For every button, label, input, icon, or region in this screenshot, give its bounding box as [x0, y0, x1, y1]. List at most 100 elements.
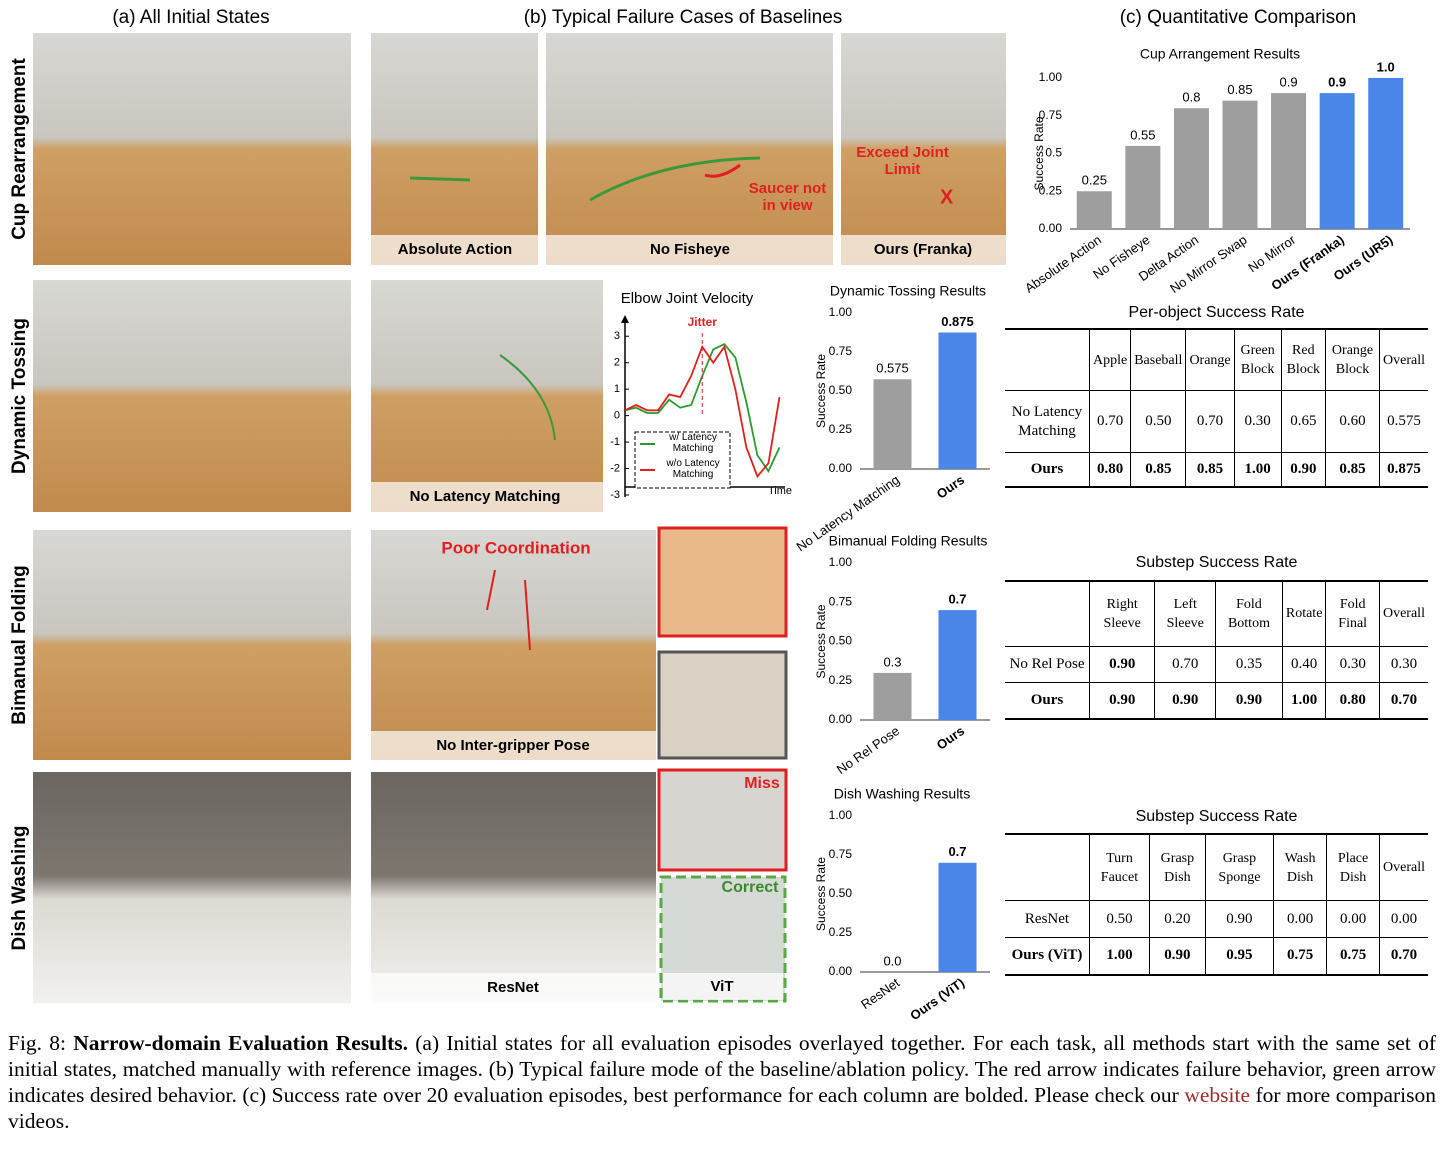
table-cell: 0.30: [1325, 646, 1380, 683]
table-header-row: Right Sleeve Left Sleeve Fold Bottom Rotate…: [1005, 581, 1428, 647]
caption-strip: [371, 731, 656, 760]
bar: [873, 379, 912, 469]
table-cell: 0.80: [1325, 682, 1380, 719]
arrow: [589, 156, 761, 202]
table-cell: 0.70: [1185, 390, 1235, 453]
column-header: (b) Typical Failure Cases of Baselines: [524, 7, 843, 28]
bar: [938, 862, 977, 972]
table-cell: 0.70: [1154, 646, 1216, 683]
column-header: Wash Dish: [1272, 834, 1327, 902]
caption-text: for more comparison videos.: [8, 1083, 1437, 1133]
bar: [873, 672, 912, 720]
column-header: Fold Final: [1325, 581, 1380, 647]
row-label: Dynamic Tossing: [9, 318, 30, 474]
column-header: Apple: [1088, 329, 1131, 392]
chart-title: Dynamic Tossing Results: [830, 283, 986, 299]
row-label: Cup Rearrangement: [9, 58, 30, 240]
legend-entry: w/ Latency Matching: [669, 432, 717, 454]
table-cell: 0.575: [1379, 390, 1428, 453]
table-cell: 0.00: [1326, 900, 1380, 938]
column-header: Turn Faucet: [1089, 834, 1150, 902]
zoom-photo: [657, 526, 788, 638]
caption-strip: [546, 235, 833, 265]
annotation-box: Exceed Joint Limit: [856, 144, 949, 178]
table-row: No Latency Matching 0.70 0.50 0.70 0.30 0.65 0…: [1005, 390, 1428, 453]
column-header: Red Block: [1280, 329, 1326, 392]
row-header: Ours (ViT): [1011, 947, 1083, 964]
row-label: Bimanual Folding: [9, 565, 30, 724]
chart-title: Dish Washing Results: [834, 786, 970, 802]
column-header: Overall: [1378, 581, 1428, 647]
y-axis-label: Success Rate: [814, 857, 828, 931]
caption-strip: [371, 482, 603, 512]
table-cell: 0.85: [1185, 452, 1235, 487]
photo: [371, 280, 603, 512]
y-axis-label: Success Rate: [814, 354, 828, 428]
column-header: Right Sleeve: [1088, 581, 1155, 647]
table-cell: 0.80: [1088, 452, 1131, 487]
annotation: Miss: [744, 775, 780, 792]
column-header: Fold Bottom: [1215, 581, 1283, 647]
photo: [33, 33, 351, 265]
table-title: Substep Success Rate: [1135, 808, 1298, 825]
table-cell: 0.65: [1280, 390, 1326, 453]
y-tick-label: 0.00: [829, 964, 853, 978]
table-corner: [1005, 834, 1090, 902]
y-tick-label: 0.50: [829, 886, 853, 900]
y-tick-label: 1.00: [829, 808, 853, 822]
y-axis-arrow: [621, 315, 629, 323]
table-cell: 0.70: [1088, 390, 1131, 453]
table: Apple Baseball Orange Green Block Red Block O…: [1005, 328, 1428, 488]
legend-label: w/o Latency Matching: [666, 458, 720, 480]
row-header: No Rel Pose: [1005, 646, 1090, 683]
bar: [1173, 108, 1209, 229]
column-header: Overall: [1378, 834, 1428, 902]
y-axis-label: Success Rate: [814, 604, 828, 678]
arrow: [499, 354, 556, 441]
value-label: 0.55: [1130, 127, 1155, 142]
y-tick-label: 0.25: [1039, 183, 1063, 197]
annotation: Jitter: [688, 315, 718, 329]
arrow: [409, 176, 471, 182]
table-cell: 0.50: [1089, 900, 1150, 938]
photos: [33, 33, 1006, 1003]
x-axis-label: Time: [768, 485, 792, 497]
photo: [371, 530, 656, 760]
row-header: No Latency Matching: [1005, 390, 1090, 453]
y-tick-label: 0.00: [829, 712, 853, 726]
table-title: Substep Success Rate: [1135, 554, 1298, 571]
table-cell: 0.70: [1378, 682, 1428, 719]
row-header: ResNet: [1005, 900, 1090, 938]
table-cell: 0.875: [1379, 452, 1428, 487]
annotation-box: Saucer not in view: [749, 180, 827, 214]
legend-label: w/ Latency Matching: [669, 432, 717, 454]
column-header: Place Dish: [1326, 834, 1380, 902]
chart-title: Cup Arrangement Results: [1140, 46, 1300, 62]
value-label: 0.3: [883, 654, 901, 669]
value-label: 0.25: [1082, 173, 1107, 188]
caption-link[interactable]: website: [1184, 1083, 1251, 1107]
annotation: Exceed Joint Limit: [856, 144, 949, 178]
column-header: (a) All Initial States: [112, 7, 269, 28]
table: Right Sleeve Left Sleeve Fold Bottom Rotate…: [1005, 580, 1428, 720]
y-tick-label: -3: [610, 489, 620, 501]
table-cell: 0.90: [1154, 682, 1216, 719]
y-tick-label: 0.50: [829, 383, 853, 397]
image-caption: ViT: [710, 978, 733, 995]
chart-title: Elbow Joint Velocity: [621, 290, 754, 307]
arrow: [486, 569, 531, 651]
table-row: Ours 0.90 0.90 0.90 1.00 0.80 0.70: [1005, 682, 1428, 719]
photo: [33, 530, 351, 760]
arrow: [704, 163, 741, 178]
bar: [938, 610, 977, 720]
table-cell: 0.20: [1148, 900, 1206, 938]
value-label: 0.85: [1227, 82, 1252, 97]
caption-title: Narrow-domain Evaluation Results.: [73, 1031, 409, 1055]
bar: [1271, 93, 1307, 229]
photo: [371, 772, 656, 1003]
image-caption: Ours (Franka): [874, 241, 972, 258]
column-header: Overall: [1379, 329, 1428, 392]
value-label: 0.8: [1182, 90, 1200, 105]
y-tick-label: 1.00: [1039, 70, 1063, 84]
